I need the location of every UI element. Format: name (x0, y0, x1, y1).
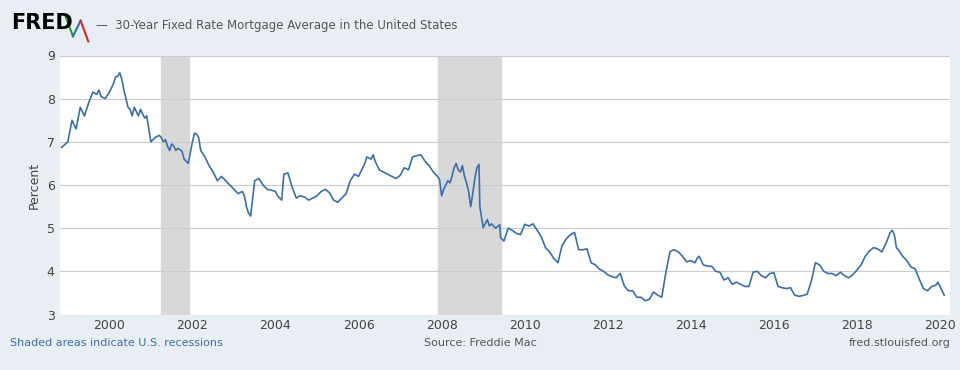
Text: —  30-Year Fixed Rate Mortgage Average in the United States: — 30-Year Fixed Rate Mortgage Average in… (96, 19, 458, 33)
Bar (161, 56, 189, 314)
Text: FRED: FRED (12, 13, 73, 33)
Bar (439, 56, 500, 314)
Text: Shaded areas indicate U.S. recessions: Shaded areas indicate U.S. recessions (10, 338, 223, 349)
Text: fred.stlouisfed.org: fred.stlouisfed.org (849, 338, 950, 349)
Text: Source: Freddie Mac: Source: Freddie Mac (423, 338, 537, 349)
Y-axis label: Percent: Percent (28, 161, 41, 209)
